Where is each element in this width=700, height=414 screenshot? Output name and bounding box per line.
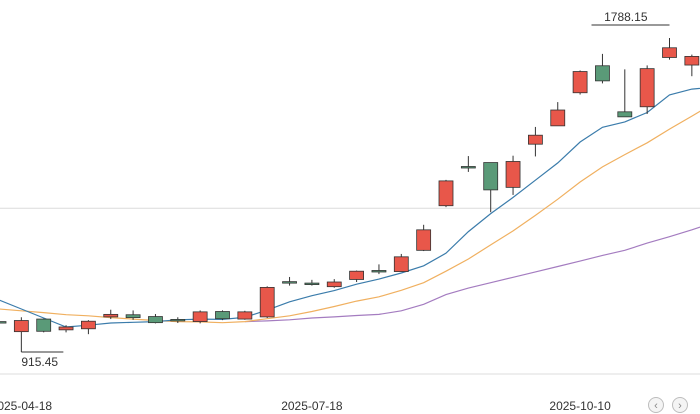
candle-body xyxy=(170,319,186,322)
candle-body xyxy=(416,229,432,251)
candle xyxy=(639,65,655,114)
candle xyxy=(259,286,275,318)
scroll-right-button[interactable]: › xyxy=(672,397,688,413)
candle-body xyxy=(662,47,677,58)
candle xyxy=(170,317,186,324)
candle xyxy=(13,317,29,352)
candle xyxy=(505,155,521,195)
max-price-label: 1788.15 xyxy=(604,10,648,24)
candle-body xyxy=(0,321,7,324)
candle-body xyxy=(81,320,96,330)
moving-average-lines xyxy=(0,87,700,328)
candle-body xyxy=(326,281,342,288)
candle xyxy=(528,126,543,157)
candle xyxy=(483,162,499,213)
candle-body xyxy=(192,311,208,322)
candle xyxy=(393,253,409,272)
candle-body xyxy=(595,65,610,82)
candle xyxy=(81,320,96,335)
candle xyxy=(237,310,253,320)
candle-body xyxy=(125,314,141,319)
candle xyxy=(103,309,119,320)
candle xyxy=(282,276,297,286)
candle-body xyxy=(349,270,365,280)
candle xyxy=(0,321,7,324)
x-tick-label: 2025-10-10 xyxy=(549,399,611,413)
candle-body xyxy=(438,180,454,207)
candle-body xyxy=(505,161,521,188)
candle-body xyxy=(483,162,499,191)
candle-body xyxy=(393,256,409,272)
candle-body xyxy=(36,318,52,332)
extreme-annotations: 1788.15 915.45 xyxy=(21,10,670,369)
candle-body xyxy=(371,270,387,273)
candle-body xyxy=(617,111,633,118)
candle-body xyxy=(639,68,655,108)
candle-body xyxy=(237,311,253,320)
candle-body xyxy=(550,109,566,127)
grid-lines xyxy=(0,207,700,375)
candle xyxy=(349,270,365,283)
candle xyxy=(192,310,208,324)
candle-body xyxy=(259,286,275,318)
candle-body xyxy=(13,320,29,333)
candle-body xyxy=(572,71,588,94)
scroll-left-button[interactable]: ‹ xyxy=(648,397,664,413)
candle xyxy=(684,54,700,77)
ma-long-line xyxy=(244,226,700,323)
candle xyxy=(215,310,230,321)
candle-body xyxy=(460,166,476,169)
candle-body xyxy=(215,311,230,320)
candle xyxy=(304,279,320,286)
candle xyxy=(36,318,52,333)
x-tick-label: 2025-07-18 xyxy=(281,399,343,413)
candle-body xyxy=(282,281,297,284)
candle-body xyxy=(528,134,543,145)
candle-body xyxy=(103,313,119,318)
candle xyxy=(595,53,610,84)
candle-body xyxy=(684,56,700,66)
candle xyxy=(326,279,342,288)
ma-short-line xyxy=(0,87,700,328)
candle xyxy=(148,314,163,324)
candle xyxy=(438,179,454,208)
candle-body xyxy=(304,282,320,285)
ma-mid-line xyxy=(0,110,700,324)
x-tick-label: 2025-04-18 xyxy=(0,399,52,413)
min-price-label: 915.45 xyxy=(21,355,58,369)
candle xyxy=(58,325,74,333)
x-axis: 2025-04-18 2025-07-18 2025-10-10 xyxy=(0,399,611,413)
candle xyxy=(416,224,432,252)
candle xyxy=(371,264,387,275)
candle xyxy=(460,156,476,172)
candle-body xyxy=(58,326,74,331)
candle xyxy=(550,102,566,127)
candles xyxy=(0,38,700,352)
candle xyxy=(662,38,677,60)
candle-body xyxy=(148,316,163,324)
candle xyxy=(572,70,588,95)
candle xyxy=(125,310,141,320)
candle xyxy=(617,69,633,118)
